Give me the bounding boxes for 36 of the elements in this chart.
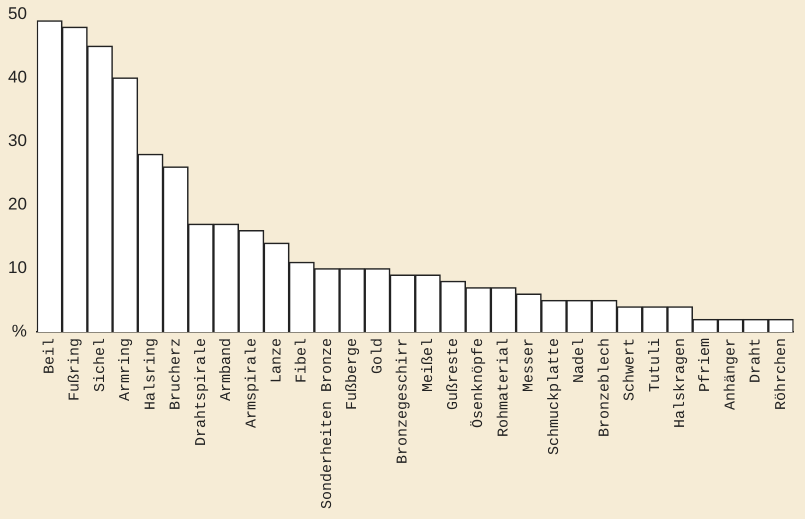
x-tick-label: Pfriem [697, 338, 714, 392]
x-tick-label: Fußberge [344, 338, 362, 410]
x-tick-label: Brucherz [168, 338, 185, 410]
x-tick-label: Anhänger [722, 338, 740, 410]
x-tick-label: Tutuli [646, 338, 664, 392]
x-tick-label: Fibel [294, 338, 311, 383]
x-tick-label: Drahtspirale [192, 338, 210, 446]
x-tick-label: Meißel [420, 338, 437, 392]
x-tick-label: Schwert [622, 338, 639, 401]
x-tick-label: Armband [218, 338, 236, 401]
x-tick-label: Bronzegeschirr [394, 338, 412, 464]
x-tick-label: Ösenknöpfe [470, 338, 488, 428]
x-tick-label: Fußring [66, 338, 84, 401]
x-tick-label: Sonderheiten Bronze [318, 338, 336, 510]
x-tick-label: Gold [369, 338, 386, 374]
x-tick-label: Bronzeblech [596, 338, 614, 438]
x-tick-label: Sichel [92, 338, 109, 392]
x-tick-label: Halsring [142, 338, 160, 410]
x-tick-label: Schmuckplatte [546, 338, 563, 456]
y-tick-label: 20 [8, 194, 27, 214]
y-tick-label: 10 [8, 258, 27, 278]
y-tick-label: % [12, 322, 27, 341]
x-tick-label: Lanze [268, 338, 286, 383]
x-tick-label: Armring [117, 338, 134, 401]
x-tick-label: Nadel [571, 338, 588, 383]
x-tick-label: Röhrchen [772, 338, 790, 410]
x-tick-label: Armspirale [243, 338, 260, 428]
x-tick-label: Messer [520, 338, 538, 392]
x-tick-label: Gußreste [445, 338, 462, 410]
x-tick-label: Beil [41, 338, 58, 374]
x-tick-label: Halskragen [672, 338, 690, 428]
y-tick-label: 30 [8, 130, 27, 150]
x-tick-label: Draht [748, 338, 765, 383]
x-tick-label: Rohmaterial [495, 338, 512, 438]
y-tick-label: 40 [8, 67, 27, 86]
y-tick-label: 50 [8, 4, 27, 23]
